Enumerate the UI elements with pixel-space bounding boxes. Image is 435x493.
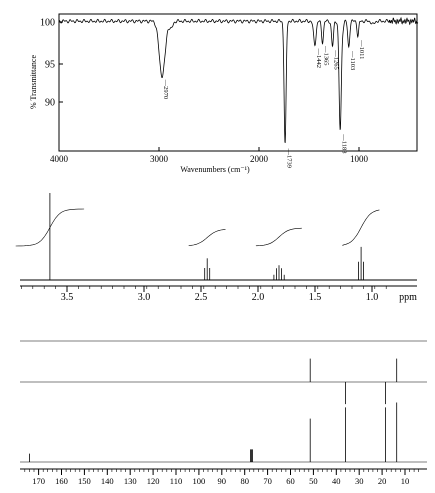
- h-nmr-tick-label: 1.5: [309, 292, 322, 303]
- c-nmr-tick-label: 150: [78, 476, 91, 486]
- h-nmr-tick-label: 3.0: [138, 292, 151, 303]
- ir-peak-label: —2970: [162, 79, 169, 100]
- c-nmr-dept135-peaks: [309, 358, 398, 405]
- c-nmr-tick-label: 30: [355, 476, 364, 486]
- c-nmr-panel: 170 160 150 140 130 120 110 100 90 80 70 60 50 40 30 20…: [20, 340, 427, 486]
- ir-x-axis-title: Wavenumbers (cm⁻¹): [180, 165, 250, 174]
- ir-y-tick-label: 90: [45, 98, 55, 109]
- ir-peak-labels: —2970 —1739 —1442 —1365 —1265 —1188 —1103—1011: [162, 39, 365, 168]
- ir-spectrum-panel: 100 95 90 % Transmittance 4000 3000 2000…: [29, 13, 419, 174]
- ir-y-axis-title: % Transmittance: [29, 55, 38, 109]
- c-nmr-tick-label: 70: [263, 476, 272, 486]
- ir-x-axis: 4000 3000 2000 1000: [50, 147, 369, 164]
- c-nmr-broadband-peaks: [29, 402, 398, 462]
- ir-peak-label: —1103: [349, 50, 356, 70]
- ir-peak-label: —1188: [340, 133, 347, 153]
- c-nmr-tick-label: 80: [240, 476, 249, 486]
- ir-x-tick-label: 3000: [150, 154, 169, 164]
- c-nmr-tick-label: 10: [401, 476, 410, 486]
- c-nmr-x-axis: 170 160 150 140 130 120 110 100 90 80 70 60 50 40 30 20…: [20, 468, 427, 486]
- c-nmr-tick-label: 120: [147, 476, 160, 486]
- h-nmr-integral-curve: [15, 208, 85, 247]
- ir-plot-frame: [58, 13, 418, 152]
- ir-y-axis: 100 95 90: [40, 18, 63, 109]
- ir-y-tick-label: 100: [40, 18, 55, 29]
- h-nmr-tick-label: 2.5: [195, 292, 208, 303]
- c-nmr-tick-label: 170: [32, 476, 45, 486]
- ir-x-tick-label: 2000: [250, 154, 269, 164]
- c-nmr-tick-label: 130: [124, 476, 137, 486]
- h-nmr-tick-label: 2.0: [252, 292, 265, 303]
- c-nmr-tick-label: 90: [218, 476, 227, 486]
- c-nmr-tick-label: 60: [286, 476, 295, 486]
- c-nmr-tick-label: 110: [170, 476, 182, 486]
- h-nmr-integral-curve: [188, 229, 226, 246]
- ir-peak-label: —1365: [323, 45, 330, 66]
- ir-x-tick-label: 1000: [350, 154, 369, 164]
- c-nmr-tick-label: 50: [309, 476, 318, 486]
- c-nmr-tick-label: 100: [193, 476, 206, 486]
- ir-peak-label: —1265: [333, 49, 340, 69]
- c-nmr-tick-label: 140: [101, 476, 114, 486]
- ir-peak-label: —1011: [358, 39, 365, 59]
- h-nmr-x-axis: 3.5 3.0 2.5 2.0 1.5 1.0 ppm: [21, 286, 417, 303]
- h-nmr-panel: 3.5 3.0 2.5 2.0 1.5 1.0 ppm: [15, 193, 417, 303]
- h-nmr-integrals: [15, 208, 380, 247]
- c-nmr-tick-label: 40: [332, 476, 341, 486]
- ir-x-tick-label: 4000: [50, 154, 69, 164]
- c-nmr-tick-label: 20: [378, 476, 387, 486]
- h-nmr-minor-ticks: [21, 286, 387, 289]
- ir-transmittance-trace: [59, 16, 419, 143]
- ir-peak-label: —1442: [315, 48, 322, 69]
- h-nmr-integral-curve: [255, 227, 302, 247]
- h-nmr-peaks: [49, 193, 365, 280]
- h-nmr-unit-label: ppm: [399, 292, 417, 303]
- h-nmr-integral-curve: [342, 209, 380, 246]
- h-nmr-tick-label: 3.5: [61, 292, 74, 303]
- h-nmr-tick-label: 1.0: [366, 292, 379, 303]
- c-nmr-major-ticks: 170 160 150 140 130 120 110 100 90 80 70 60 50 40 30 20…: [32, 469, 409, 486]
- ir-peak-label: —1739: [285, 148, 292, 169]
- ir-y-tick-label: 95: [45, 60, 55, 71]
- c-nmr-tick-label: 160: [55, 476, 68, 486]
